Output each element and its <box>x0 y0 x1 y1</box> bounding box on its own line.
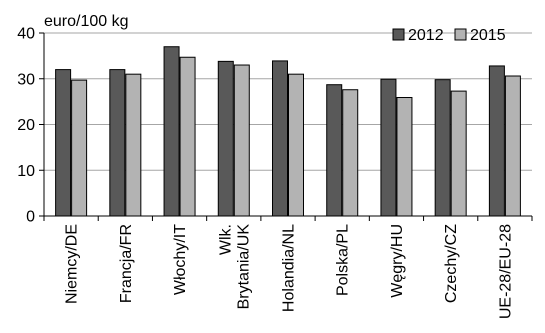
bars <box>55 46 521 217</box>
x-tick-label-line: Holandia/NL <box>281 224 298 312</box>
legend-label: 2015 <box>470 27 506 44</box>
x-tick-label: Niemcy/DE <box>64 224 81 304</box>
bar-2015 <box>288 73 304 217</box>
x-tick-label-line: UE-28/EU-28 <box>497 224 514 319</box>
bar-2012 <box>380 78 397 217</box>
x-tick-label-line: Francja/FR <box>118 224 135 303</box>
bar-2012 <box>326 84 343 217</box>
bar-2012 <box>217 60 234 217</box>
x-tick-label: Włochy/IT <box>172 224 189 295</box>
legend-swatch-2012 <box>392 28 405 41</box>
legend-label: 2012 <box>408 27 444 44</box>
x-tick-label-line: Włochy/IT <box>172 224 189 295</box>
bar-2015 <box>179 56 196 217</box>
y-tick-label: 0 <box>26 209 35 226</box>
bar-2012 <box>163 46 180 217</box>
bar-2012 <box>272 60 288 217</box>
x-tick-label-line: Brytania/UK <box>235 224 252 310</box>
bar-2015 <box>450 90 467 217</box>
bar-2012 <box>109 69 126 217</box>
x-axis-labels: Niemcy/DE Francja/FR Włochy/IT Wlk. Brytania… <box>64 224 515 319</box>
bar-2015 <box>504 75 521 217</box>
axes <box>43 33 533 221</box>
x-tick-label-line: Węgry/HU <box>389 224 406 298</box>
y-tick-label: 30 <box>17 71 35 88</box>
x-tick-label: Holandia/NL <box>281 224 298 312</box>
x-tick-label: Węgry/HU <box>389 224 406 298</box>
x-tick-label: Wlk. Brytania/UK <box>217 224 252 310</box>
y-tick-label: 40 <box>17 26 35 43</box>
bar-2012 <box>488 65 505 217</box>
x-tick-label: Francja/FR <box>118 224 135 303</box>
legend: 2012 2015 <box>392 27 506 44</box>
x-tick-label-line: Czechy/CZ <box>443 224 460 303</box>
bar-2015 <box>125 73 142 217</box>
x-tick-label: UE-28/EU-28 <box>497 224 514 319</box>
y-axis-unit-label: euro/100 kg <box>44 13 129 30</box>
bar-2015 <box>233 64 250 217</box>
x-tick-label-line: Niemcy/DE <box>64 224 81 304</box>
x-tick-label: Polska/PL <box>335 224 352 296</box>
x-tick-label-line: Wlk. <box>217 224 234 255</box>
x-tick-label: Czechy/CZ <box>443 224 460 303</box>
y-tick-label: 10 <box>17 163 35 180</box>
y-axis-ticks: 0 10 20 30 40 <box>17 26 44 226</box>
bar-2015 <box>342 89 359 217</box>
legend-swatch-2015 <box>454 28 467 41</box>
y-tick-label: 20 <box>17 117 35 134</box>
bar-2015 <box>71 79 88 217</box>
bar-2012 <box>55 69 72 217</box>
bar-2012 <box>434 79 451 217</box>
bar-2015 <box>396 97 413 217</box>
x-tick-label-line: Polska/PL <box>335 224 352 296</box>
